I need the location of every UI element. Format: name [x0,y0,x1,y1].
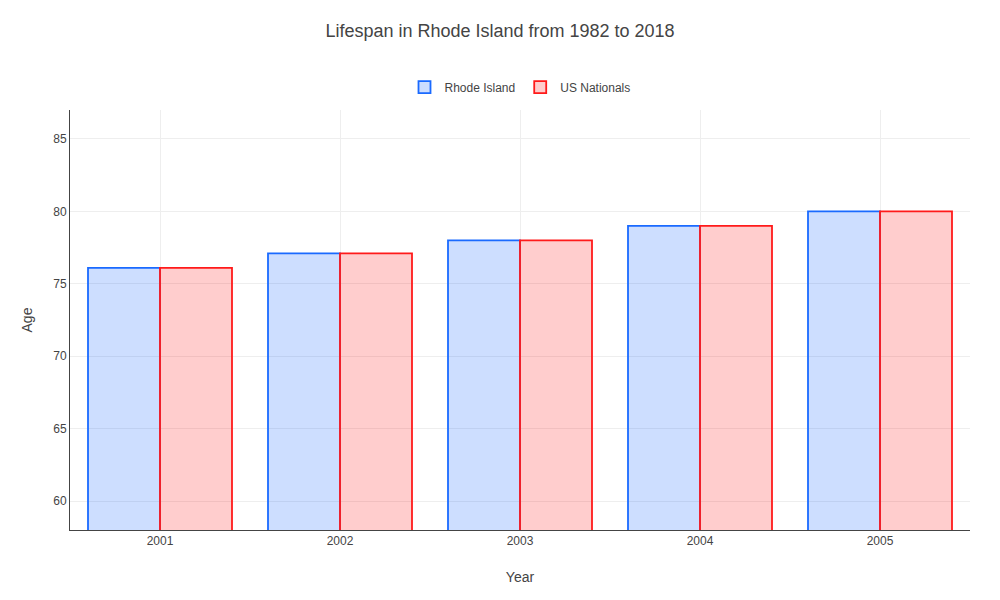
svg-text:Age: Age [19,307,35,332]
svg-text:2003: 2003 [507,534,534,548]
svg-text:2001: 2001 [147,534,174,548]
svg-text:60: 60 [53,494,67,508]
svg-text:2005: 2005 [867,534,894,548]
svg-text:2002: 2002 [327,534,354,548]
svg-text:US Nationals: US Nationals [560,81,630,95]
svg-text:Year: Year [506,569,535,585]
svg-text:Lifespan in Rhode Island from: Lifespan in Rhode Island from 1982 to 20… [325,21,674,41]
svg-text:80: 80 [53,205,67,219]
svg-text:2004: 2004 [687,534,714,548]
svg-text:Rhode Island: Rhode Island [445,81,516,95]
svg-text:70: 70 [53,349,67,363]
svg-text:85: 85 [53,132,67,146]
svg-text:65: 65 [53,422,67,436]
svg-text:75: 75 [53,277,67,291]
